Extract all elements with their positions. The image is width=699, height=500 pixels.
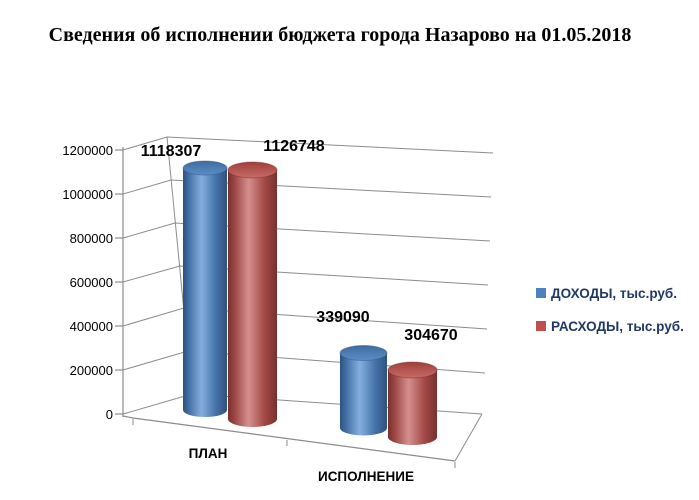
legend: ДОХОДЫ, тыс.руб. РАСХОДЫ, тыс.руб. xyxy=(536,286,684,334)
gridline-600000 xyxy=(122,265,489,286)
data-label-execution-income: 339090 xyxy=(316,309,369,326)
data-label-plan-expense: 1126748 xyxy=(263,138,325,155)
legend-label-expense: РАСХОДЫ, тыс.руб. xyxy=(551,319,684,334)
y-axis-label: 1200000 xyxy=(62,143,113,158)
y-axis-label: 1000000 xyxy=(62,187,113,202)
category-label-execution: ИСПОЛНЕНИЕ xyxy=(318,469,414,484)
data-label-execution-expense: 304670 xyxy=(404,327,457,344)
y-axis-ticks xyxy=(115,149,123,415)
legend-label-income: ДОХОДЫ, тыс.руб. xyxy=(551,286,677,301)
data-label-plan-income: 1118307 xyxy=(141,143,202,160)
cylinder-execution-expense xyxy=(387,361,438,445)
data-labels: 1118307 1126748 339090 304670 xyxy=(141,138,458,344)
y-axis-label: 0 xyxy=(106,407,113,422)
chart-title: Сведения об исполнении бюджета города На… xyxy=(48,24,632,46)
y-axis-label: 400000 xyxy=(70,319,113,334)
legend-item-expense: РАСХОДЫ, тыс.руб. xyxy=(536,319,684,334)
cylinder-plan-expense xyxy=(227,161,278,427)
gridline-400000 xyxy=(122,307,488,330)
gridlines xyxy=(122,136,494,415)
legend-marker-income-icon xyxy=(536,288,546,298)
gridline-800000 xyxy=(122,222,491,242)
category-labels: ПЛАН ИСПОЛНЕНИЕ xyxy=(189,446,414,484)
chart-floor xyxy=(122,413,483,468)
gridline-1000000 xyxy=(122,179,492,198)
y-axis-label: 600000 xyxy=(70,275,113,290)
legend-item-income: ДОХОДЫ, тыс.руб. xyxy=(536,286,677,301)
y-axis-label: 800000 xyxy=(70,231,113,246)
legend-marker-expense-icon xyxy=(536,321,546,331)
y-axis-label: 200000 xyxy=(70,363,113,378)
cylinder-execution-income xyxy=(339,345,388,436)
category-axis-front-edge xyxy=(122,415,456,462)
category-label-plan: ПЛАН xyxy=(189,446,228,461)
y-axis: 1200000 1000000 800000 600000 400000 200… xyxy=(62,143,124,422)
y-axis-labels: 1200000 1000000 800000 600000 400000 200… xyxy=(62,143,113,422)
floor-right-edge xyxy=(454,413,483,462)
cylinder-plan-income xyxy=(182,160,228,417)
